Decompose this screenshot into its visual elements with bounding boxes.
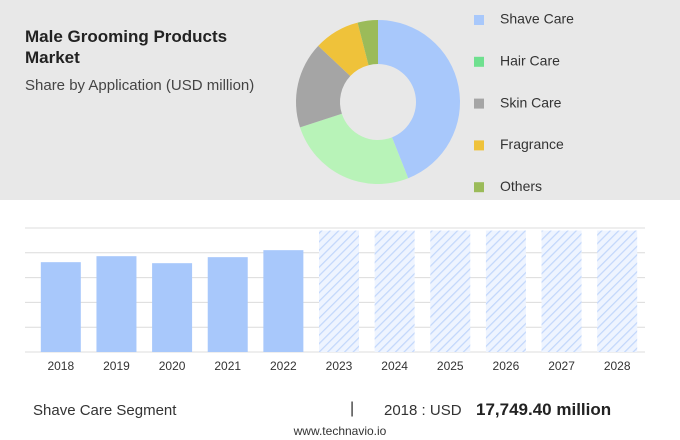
legend-marker (474, 140, 484, 151)
x-tick-label: 2019 (103, 359, 130, 373)
x-tick-label: 2023 (326, 359, 353, 373)
donut-segment (318, 22, 369, 76)
x-tick-label: 2025 (437, 359, 464, 373)
x-tick-label: 2026 (493, 359, 520, 373)
legend-label: Fragrance (500, 136, 564, 152)
legend-marker (474, 98, 484, 109)
bar (430, 230, 471, 352)
footer-separator: | (350, 400, 355, 417)
bar (207, 257, 248, 352)
x-tick-label: 2018 (47, 359, 74, 373)
x-tick-label: 2024 (381, 359, 408, 373)
legend-label: Hair Care (500, 53, 560, 69)
bar (152, 263, 193, 352)
footer-source: www.technavio.io (293, 424, 387, 438)
footer-amount: 17,749.40 million (476, 400, 612, 419)
footer-year: 2018 : USD (384, 402, 462, 419)
legend-marker (474, 56, 484, 67)
legend-label: Shave Care (500, 11, 574, 27)
x-tick-label: 2020 (159, 359, 186, 373)
donut-segment (378, 20, 460, 179)
bar (263, 250, 304, 352)
bar (319, 230, 359, 352)
x-tick-label: 2028 (604, 359, 631, 373)
legend-marker (474, 182, 484, 193)
legend-marker (474, 15, 484, 25)
bar (374, 230, 415, 352)
x-tick-label: 2022 (270, 359, 297, 373)
bar (541, 230, 582, 352)
footer-segment: Shave Care Segment (33, 402, 177, 419)
x-tick-label: 2021 (214, 359, 241, 373)
bar (485, 230, 526, 352)
bar (597, 230, 638, 352)
bar (96, 256, 137, 352)
x-tick-label: 2027 (548, 359, 575, 373)
legend-label: Skin Care (500, 94, 562, 110)
legend-label: Others (500, 178, 542, 194)
donut-segment (357, 20, 378, 66)
chart-subtitle: Share by Application (USD million) (25, 77, 255, 94)
donut-segment (300, 113, 409, 185)
chart-title: Male Grooming Products Market (25, 27, 228, 67)
bar (40, 262, 81, 352)
donut-segment (296, 45, 351, 128)
